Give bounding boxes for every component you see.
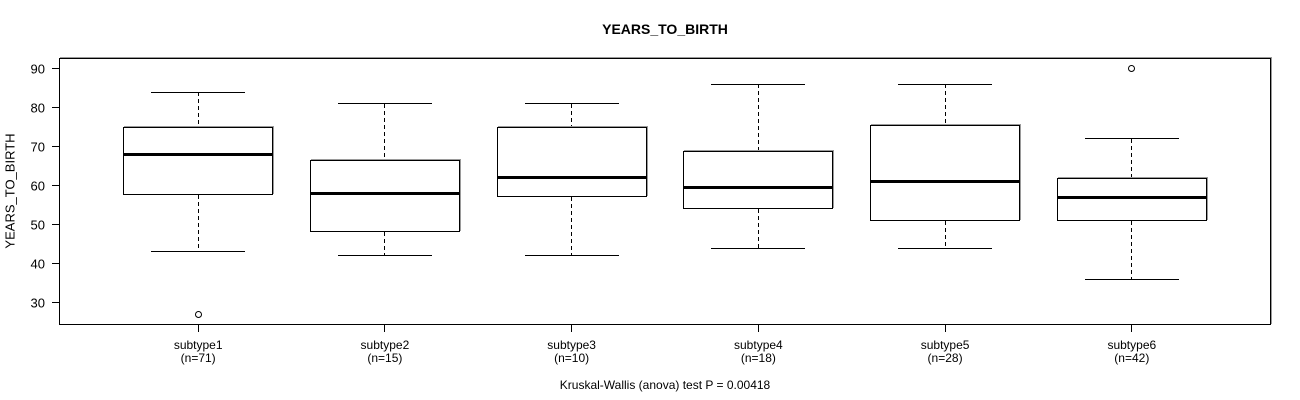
group-name: subtype2	[360, 338, 410, 352]
whisker-upper-stem	[197, 92, 199, 128]
whisker-upper-stem	[1131, 138, 1133, 178]
whisker-cap-lower	[898, 247, 993, 249]
outlier-point	[194, 310, 202, 318]
group-name: subtype1	[173, 338, 223, 352]
y-tick-label: 60	[30, 178, 45, 194]
median-line	[683, 186, 834, 190]
whisker-lower-stem	[571, 197, 573, 256]
iqr-box	[1056, 177, 1207, 221]
y-axis-tick	[52, 68, 59, 70]
whisker-lower-stem	[944, 220, 946, 248]
x-axis-tick	[757, 325, 759, 332]
y-axis-tick	[52, 263, 59, 265]
group-count: (n=10)	[554, 351, 590, 365]
iqr-box	[496, 127, 647, 198]
y-axis-tick	[52, 107, 59, 109]
y-tick-label: 50	[30, 217, 45, 233]
plot-area: 30 40 50 60 70 80 90 subtype1 (n=71) subtype2 (n=1…	[31, 58, 1271, 365]
y-axis-tick	[52, 185, 59, 187]
x-axis-tick	[384, 325, 386, 332]
y-tick-label: 90	[30, 61, 45, 77]
whisker-cap-lower	[151, 251, 246, 253]
iqr-box	[123, 127, 274, 196]
whisker-upper-stem	[571, 103, 573, 128]
group-name: subtype4	[734, 338, 783, 352]
whisker-cap-lower	[711, 247, 806, 249]
median-line	[1056, 195, 1207, 199]
y-axis-tick	[52, 302, 59, 304]
group-count: (n=28)	[927, 351, 963, 365]
whisker-cap-upper	[524, 103, 619, 105]
group-label: subtype1 (n=71)	[174, 339, 223, 365]
whisker-cap-lower	[524, 255, 619, 257]
whisker-cap-upper	[1084, 138, 1179, 140]
y-tick-label: 30	[30, 295, 45, 311]
whisker-cap-upper	[898, 83, 993, 85]
group-count: (n=71)	[180, 351, 216, 365]
whisker-lower-stem	[384, 232, 386, 256]
group-name: subtype3	[547, 338, 596, 352]
whisker-lower-stem	[1131, 220, 1133, 280]
y-axis-tick	[52, 224, 59, 226]
whisker-upper-stem	[384, 103, 386, 161]
group-label: subtype2 (n=15)	[361, 339, 410, 365]
whisker-cap-lower	[337, 255, 432, 257]
group-count: (n=18)	[740, 351, 776, 365]
iqr-box	[870, 125, 1021, 221]
whisker-cap-upper	[337, 103, 432, 105]
group-count: (n=15)	[367, 351, 403, 365]
y-tick-label: 80	[30, 100, 45, 116]
whisker-lower-stem	[197, 195, 199, 252]
group-name: subtype5	[920, 338, 970, 352]
x-axis-tick	[1131, 325, 1133, 332]
whisker-cap-upper	[711, 83, 806, 85]
y-tick-label: 70	[30, 139, 45, 155]
median-line	[123, 152, 274, 156]
group-count: (n=42)	[1114, 351, 1150, 365]
median-line	[309, 191, 460, 195]
group-label: subtype3 (n=10)	[547, 339, 596, 365]
x-axis-tick	[197, 325, 199, 332]
median-line	[870, 180, 1021, 184]
group-name: subtype6	[1107, 338, 1157, 352]
y-axis-tick	[52, 146, 59, 148]
whisker-upper-stem	[757, 84, 759, 151]
iqr-box	[683, 150, 834, 210]
iqr-box	[309, 160, 460, 233]
stats-caption: Kruskal-Wallis (anova) test P = 0.00418	[559, 378, 771, 392]
x-axis-tick	[944, 325, 946, 332]
whisker-lower-stem	[757, 209, 759, 248]
x-axis-tick	[571, 325, 573, 332]
whisker-upper-stem	[944, 84, 946, 126]
chart-title: YEARS_TO_BIRTH	[602, 21, 728, 37]
outlier-point	[1128, 65, 1136, 73]
group-label: subtype4 (n=18)	[734, 339, 783, 365]
group-label: subtype6 (n=42)	[1107, 339, 1156, 365]
whisker-cap-lower	[1084, 278, 1179, 280]
group-label: subtype5 (n=28)	[921, 339, 970, 365]
median-line	[496, 176, 647, 180]
whisker-cap-upper	[151, 91, 246, 93]
y-tick-label: 40	[30, 256, 45, 272]
